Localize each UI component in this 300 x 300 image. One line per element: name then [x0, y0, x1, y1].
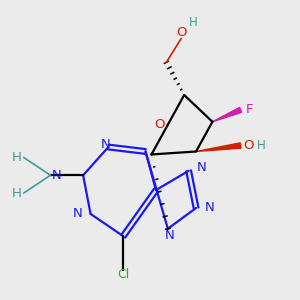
- Text: N: N: [73, 207, 82, 220]
- Text: N: N: [164, 229, 174, 242]
- Text: O: O: [176, 26, 187, 38]
- Polygon shape: [196, 143, 241, 152]
- Text: F: F: [246, 103, 253, 116]
- Text: N: N: [204, 202, 214, 214]
- Text: N: N: [100, 138, 110, 151]
- Text: H: H: [257, 139, 266, 152]
- Text: H: H: [189, 16, 198, 29]
- Text: H: H: [12, 151, 22, 164]
- Text: O: O: [244, 139, 254, 152]
- Text: N: N: [197, 161, 207, 174]
- Text: H: H: [12, 187, 22, 200]
- Text: Cl: Cl: [117, 268, 129, 281]
- Text: O: O: [154, 118, 165, 131]
- Polygon shape: [212, 107, 242, 122]
- Text: N: N: [52, 169, 61, 182]
